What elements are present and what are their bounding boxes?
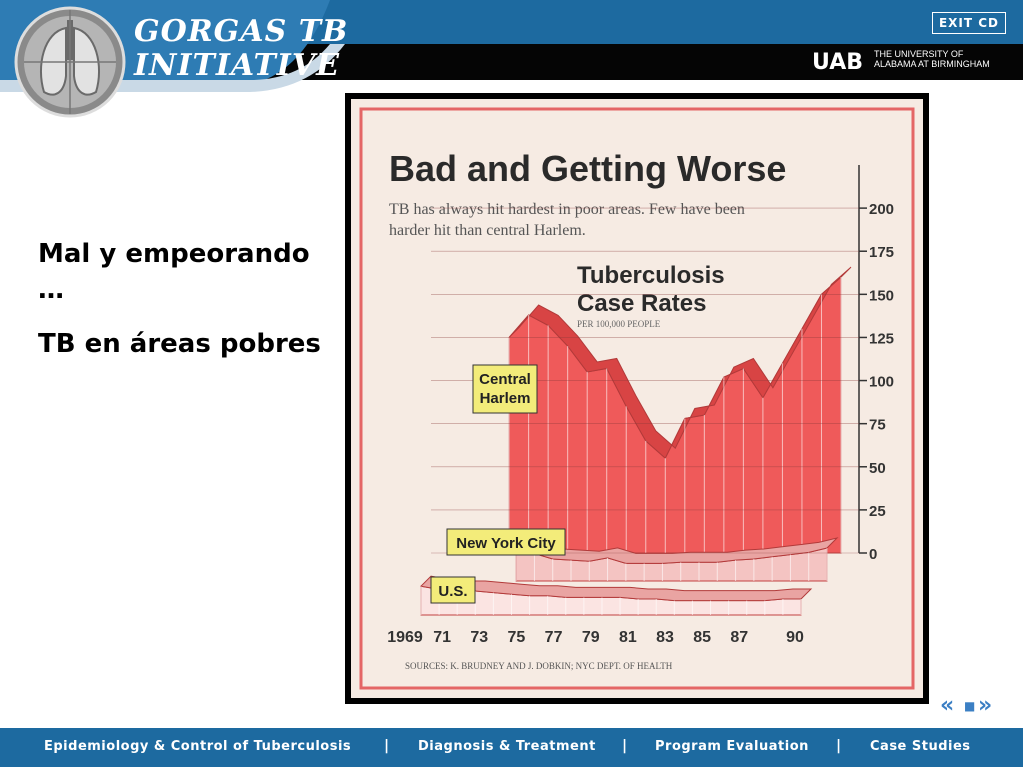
app-header: GORGAS TB INITIATIVE EXIT CD UAB THE UNI… xyxy=(0,0,1023,118)
series-label-text: New York City xyxy=(456,535,556,552)
series-label-box xyxy=(446,528,566,556)
chart-subtitle: TB has always hit hardest in poor areas.… xyxy=(389,201,745,239)
tb-case-rates-chart: Bad and Getting Worse TB has always hit … xyxy=(351,99,923,698)
footer-separator: | xyxy=(622,738,628,754)
home-button[interactable]: ■ xyxy=(964,699,976,713)
slide-heading: Mal y empeorando … xyxy=(38,239,310,305)
y-tick-label: 25 xyxy=(869,503,886,520)
lungs-globe-icon xyxy=(14,6,126,118)
chart-series-labels: Central Harlem New York City U.S. xyxy=(430,364,566,604)
series-label-text: Harlem xyxy=(480,390,531,407)
chart-label-line1: Tuberculosis xyxy=(577,262,725,289)
x-tick-label: 87 xyxy=(730,629,748,646)
chart-unit-label: PER 100,000 PEOPLE xyxy=(577,319,661,329)
x-tick-label: 85 xyxy=(693,629,711,646)
y-tick-label: 175 xyxy=(869,244,894,261)
x-tick-label: 79 xyxy=(582,629,600,646)
y-tick-label: 75 xyxy=(869,417,886,434)
footer-link-epidemiology[interactable]: Epidemiology & Control of Tuberculosis xyxy=(44,739,352,754)
next-slide-button[interactable]: » xyxy=(978,693,993,718)
chart-plot-area xyxy=(419,266,852,616)
series-top-edge-us xyxy=(419,575,813,602)
footer-separator: | xyxy=(384,738,390,754)
series-label-new-york-city: New York City xyxy=(446,528,566,556)
x-tick-label: 71 xyxy=(433,629,451,646)
uab-logo-icon: UAB xyxy=(812,50,863,72)
chart-subtitle-box: TB has always hit hardest in poor areas.… xyxy=(389,201,745,239)
series-top-edge-central-harlem xyxy=(508,266,852,459)
footer-nav: Epidemiology & Control of Tuberculosis |… xyxy=(0,728,1023,767)
uab-name-line1: THE UNIVERSITY OF xyxy=(874,49,964,59)
series-label-text: U.S. xyxy=(438,583,467,600)
series-label-us: U.S. xyxy=(430,576,476,604)
chart-border xyxy=(359,107,915,690)
app-title-line1: GORGAS TB xyxy=(134,14,349,49)
uab-name-line2: ALABAMA AT BIRMINGHAM xyxy=(874,59,990,69)
x-tick-label: 90 xyxy=(786,629,804,646)
series-label-text: Central xyxy=(479,371,531,388)
x-tick-label: 83 xyxy=(656,629,674,646)
footer-separator: | xyxy=(836,738,842,754)
slide-subheading: TB en áreas pobres xyxy=(38,329,321,359)
x-tick-label: 73 xyxy=(470,629,488,646)
uab-logo-text: UAB xyxy=(812,50,863,72)
y-tick-label: 50 xyxy=(869,460,886,477)
chart-x-axis: 1969 71 73 75 77 79 81 83 85 87 90 xyxy=(387,629,804,646)
footer-link-diagnosis[interactable]: Diagnosis & Treatment xyxy=(418,739,596,754)
exit-cd-button[interactable]: EXIT CD xyxy=(932,12,1006,34)
x-tick-label: 77 xyxy=(545,629,563,646)
y-tick-label: 125 xyxy=(869,330,894,347)
slide-nav: « ■ » xyxy=(940,693,1000,719)
footer-link-case-studies[interactable]: Case Studies xyxy=(870,739,971,754)
series-label-box xyxy=(430,576,476,604)
chart-title: Bad and Getting Worse xyxy=(389,148,786,189)
x-tick-label: 1969 xyxy=(387,629,423,646)
y-tick-label: 100 xyxy=(869,374,894,391)
series-label-central-harlem: Central Harlem xyxy=(472,364,538,414)
footer-link-program-evaluation[interactable]: Program Evaluation xyxy=(655,739,809,754)
y-tick-label: 200 xyxy=(869,201,894,218)
previous-slide-button[interactable]: « xyxy=(940,693,955,718)
chart-frame: Bad and Getting Worse TB has always hit … xyxy=(345,93,929,704)
x-tick-label: 81 xyxy=(619,629,637,646)
y-tick-label: 0 xyxy=(869,546,877,563)
app-title-line2: INITIATIVE xyxy=(134,48,340,83)
chart-source: SOURCES: K. BRUDNEY AND J. DOBKIN; NYC D… xyxy=(405,661,673,671)
series-label-box xyxy=(472,364,538,414)
x-tick-label: 75 xyxy=(508,629,526,646)
y-tick-label: 150 xyxy=(869,287,894,304)
